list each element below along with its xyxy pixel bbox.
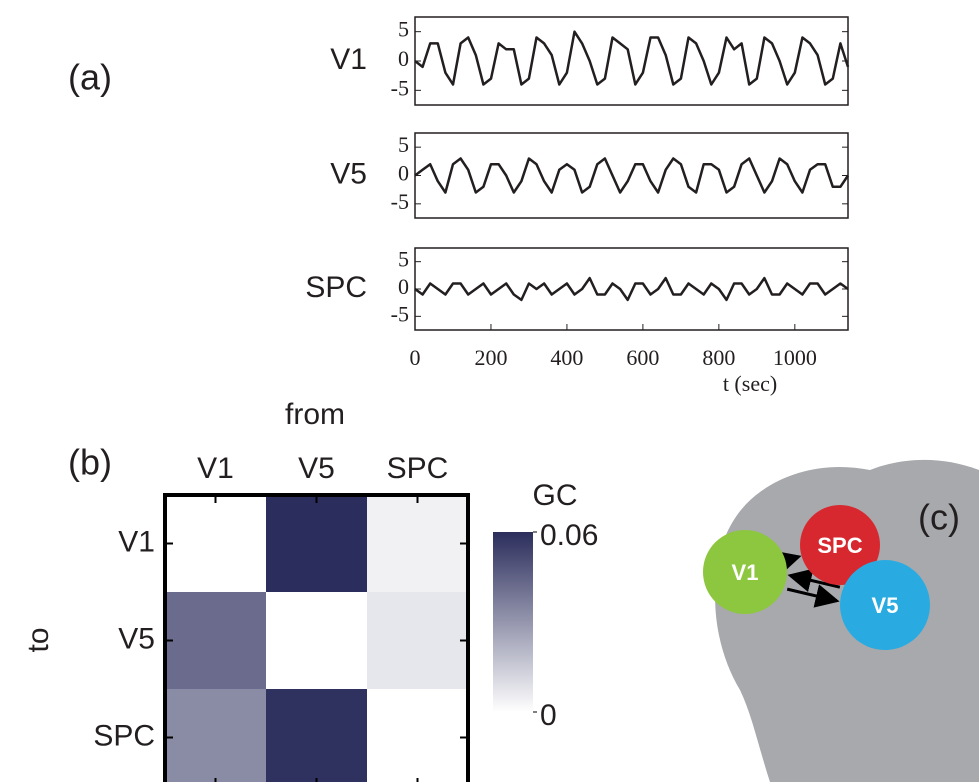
colorbar-title: GC bbox=[533, 479, 578, 512]
node bbox=[800, 505, 880, 585]
series-label: V1 bbox=[330, 43, 367, 76]
x-axis-title: from bbox=[285, 398, 345, 431]
y-tick-label: 5 bbox=[398, 132, 409, 157]
y-tick-label: 0 bbox=[398, 161, 409, 186]
y-axis-title: to bbox=[22, 627, 55, 652]
colorbar-tick-label: 0.06 bbox=[540, 519, 598, 552]
x-tick-label: 0 bbox=[410, 345, 421, 370]
edge-arrow bbox=[787, 568, 841, 593]
y-tick-label: 5 bbox=[398, 17, 409, 42]
colorbar-tick-label: 0 bbox=[540, 699, 557, 732]
heatmap-cell bbox=[165, 689, 266, 782]
x-tick-label: 600 bbox=[626, 345, 659, 370]
edge-arrow bbox=[775, 550, 802, 575]
panel-label: (b) bbox=[68, 442, 112, 483]
heatmap-cell bbox=[367, 495, 468, 592]
signal-line bbox=[414, 30, 850, 86]
node bbox=[840, 560, 930, 650]
x-category-label: V5 bbox=[298, 452, 335, 485]
signal-line bbox=[414, 276, 849, 302]
colorbar bbox=[493, 532, 533, 712]
y-tick-label: -5 bbox=[391, 75, 409, 100]
panel-label: (c) bbox=[918, 497, 960, 538]
y-category-label: V1 bbox=[118, 525, 155, 558]
x-category-label: V1 bbox=[197, 452, 234, 485]
signal-line bbox=[414, 157, 850, 194]
x-category-label: SPC bbox=[387, 452, 449, 485]
heatmap-cell bbox=[266, 592, 367, 689]
node-label: SPC bbox=[817, 533, 862, 558]
panel-label: (a) bbox=[68, 57, 112, 98]
node-label: V5 bbox=[872, 593, 899, 618]
heatmap-cell bbox=[165, 592, 266, 689]
x-tick-label: 800 bbox=[702, 345, 735, 370]
y-tick-label: -5 bbox=[391, 301, 409, 326]
y-tick-label: 0 bbox=[398, 274, 409, 299]
x-tick-label: 400 bbox=[550, 345, 583, 370]
heatmap-cell bbox=[266, 689, 367, 782]
heatmap-cell bbox=[165, 495, 266, 592]
node-label: V1 bbox=[732, 560, 759, 585]
heatmap-cell bbox=[367, 689, 468, 782]
x-tick-label: 1000 bbox=[773, 345, 817, 370]
y-category-label: SPC bbox=[93, 719, 155, 752]
x-axis-title: t (sec) bbox=[723, 371, 777, 396]
x-tick-label: 200 bbox=[474, 345, 507, 370]
y-tick-label: 5 bbox=[398, 247, 409, 272]
series-label: SPC bbox=[305, 271, 367, 304]
y-tick-label: -5 bbox=[391, 189, 409, 214]
heatmap-cell bbox=[367, 592, 468, 689]
node bbox=[703, 530, 787, 614]
y-category-label: V5 bbox=[118, 622, 155, 655]
heatmap-cell bbox=[266, 495, 367, 592]
series-label: V5 bbox=[330, 157, 367, 190]
y-tick-label: 0 bbox=[398, 46, 409, 71]
